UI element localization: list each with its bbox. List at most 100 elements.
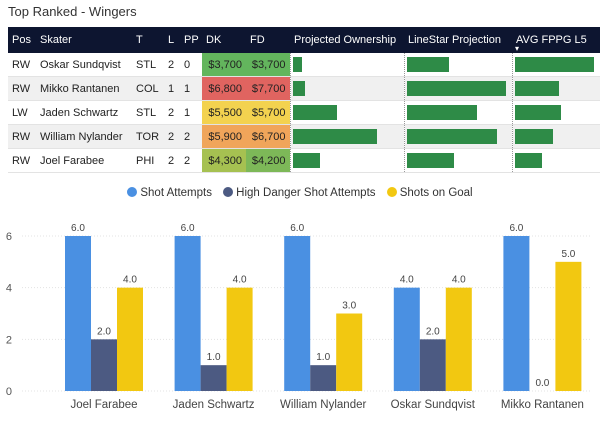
sort-descending-icon: ▾: [515, 44, 520, 53]
cell-team: TOR: [132, 124, 164, 149]
cell-pos: RW: [8, 53, 36, 77]
data-bar-proj: [406, 57, 450, 72]
data-label: 0.0: [535, 378, 549, 389]
cell-fd: $5,700: [246, 100, 290, 125]
table-header-row: Pos Skater T L PP DK FD Projected Owners…: [8, 27, 600, 53]
cell-proj: [403, 148, 512, 173]
cell-fd: $4,200: [246, 148, 290, 173]
cell-own: [289, 124, 404, 149]
bar-shots-on-goal: [445, 287, 472, 391]
cell-own: [289, 100, 404, 125]
legend-item-shots-on-goal[interactable]: Shots on Goal: [386, 187, 473, 199]
cell-fppg: [511, 100, 600, 125]
legend-label: Shot Attempts: [140, 187, 212, 199]
cell-fppg: [511, 148, 600, 173]
bar-high-danger-shot-attempts: [91, 339, 117, 391]
data-label: 1.0: [316, 352, 330, 363]
x-tick-label: William Nylander: [280, 399, 366, 411]
data-label: 4.0: [400, 275, 414, 286]
cell-pos: RW: [8, 148, 36, 173]
cell-fppg: [511, 76, 600, 101]
page-title: Top Ranked - Wingers: [8, 4, 137, 19]
cell-fppg: [511, 124, 600, 149]
x-tick-label: Oskar Sundqvist: [391, 399, 476, 411]
data-label: 2.0: [97, 326, 111, 337]
cell-dk: $3,700: [202, 53, 246, 77]
legend-item-shot-attempts[interactable]: Shot Attempts: [127, 187, 212, 199]
cell-line: 2: [164, 148, 180, 173]
data-label: 4.0: [233, 275, 247, 286]
legend-dot-icon: [127, 187, 138, 197]
col-header-pp[interactable]: PP: [180, 27, 202, 53]
y-tick-label: 0: [6, 386, 12, 398]
bar-shots-on-goal: [336, 313, 363, 391]
cell-team: STL: [132, 53, 164, 77]
cell-fd: $3,700: [246, 53, 290, 77]
cell-line: 2: [164, 100, 180, 125]
bar-shot-attempts: [174, 236, 201, 391]
data-bar-own: [292, 81, 306, 96]
col-header-line[interactable]: L: [164, 27, 180, 53]
col-header-projected-ownership[interactable]: Projected Ownership: [290, 27, 404, 53]
bar-shot-attempts: [284, 236, 311, 391]
cell-pp: 2: [180, 124, 202, 149]
table-row[interactable]: RW Mikko Rantanen COL 1 1 $6,800 $7,700: [8, 76, 600, 101]
legend-dot-icon: [386, 187, 397, 197]
data-label: 6.0: [181, 223, 195, 234]
cell-pp: 2: [180, 148, 202, 173]
data-bar-proj: [406, 129, 497, 144]
data-bar-own: [292, 153, 320, 168]
bar-shot-attempts: [503, 236, 530, 391]
col-header-pos[interactable]: Pos: [8, 27, 36, 53]
cell-pos: RW: [8, 76, 36, 101]
cell-skater: Joel Farabee: [36, 148, 132, 173]
bar-shots-on-goal: [117, 287, 143, 391]
cell-pos: RW: [8, 124, 36, 149]
cell-proj: [403, 100, 512, 125]
cell-team: PHI: [132, 148, 164, 173]
col-header-avg-fppg[interactable]: AVG FPPG L5 ▾: [512, 27, 600, 53]
cell-proj: [403, 124, 512, 149]
col-header-team[interactable]: T: [132, 27, 164, 53]
cell-skater: William Nylander: [36, 124, 132, 149]
table-row[interactable]: RW Oskar Sundqvist STL 2 0 $3,700 $3,700: [8, 53, 600, 77]
table-row[interactable]: RW William Nylander TOR 2 2 $5,900 $6,700: [8, 124, 600, 149]
cell-pos: LW: [8, 100, 36, 125]
cell-skater: Jaden Schwartz: [36, 100, 132, 125]
bar-shot-attempts: [393, 287, 420, 391]
cell-skater: Mikko Rantanen: [36, 76, 132, 101]
data-label: 1.0: [207, 352, 221, 363]
data-label: 3.0: [342, 301, 356, 312]
cell-dk: $6,800: [202, 76, 246, 101]
data-bar-fppg: [514, 153, 542, 168]
cell-pp: 0: [180, 53, 202, 77]
cell-line: 2: [164, 53, 180, 77]
data-bar-fppg: [514, 57, 594, 72]
cell-fd: $6,700: [246, 124, 290, 149]
cell-pp: 1: [180, 100, 202, 125]
data-label: 6.0: [71, 223, 85, 234]
cell-dk: $5,900: [202, 124, 246, 149]
col-header-fd[interactable]: FD: [246, 27, 290, 53]
cell-own: [289, 148, 404, 173]
data-bar-proj: [406, 81, 506, 96]
table-row[interactable]: LW Jaden Schwartz STL 2 1 $5,500 $5,700: [8, 100, 600, 125]
cell-fd: $7,700: [246, 76, 290, 101]
cell-skater: Oskar Sundqvist: [36, 53, 132, 77]
col-header-skater[interactable]: Skater: [36, 27, 132, 53]
col-header-dk[interactable]: DK: [202, 27, 246, 53]
col-header-linestar-projection[interactable]: LineStar Projection: [404, 27, 512, 53]
data-label: 5.0: [561, 249, 575, 260]
cell-fppg: [511, 53, 600, 77]
data-label: 2.0: [426, 326, 440, 337]
legend-item-high-danger[interactable]: High Danger Shot Attempts: [223, 187, 376, 199]
x-tick-label: Mikko Rantanen: [501, 399, 584, 411]
cell-own: [289, 76, 404, 101]
cell-pp: 1: [180, 76, 202, 101]
cell-dk: $4,300: [202, 148, 246, 173]
bar-shot-attempts: [65, 236, 91, 391]
data-label: 6.0: [509, 223, 523, 234]
table-row[interactable]: RW Joel Farabee PHI 2 2 $4,300 $4,200: [8, 148, 600, 173]
cell-line: 2: [164, 124, 180, 149]
